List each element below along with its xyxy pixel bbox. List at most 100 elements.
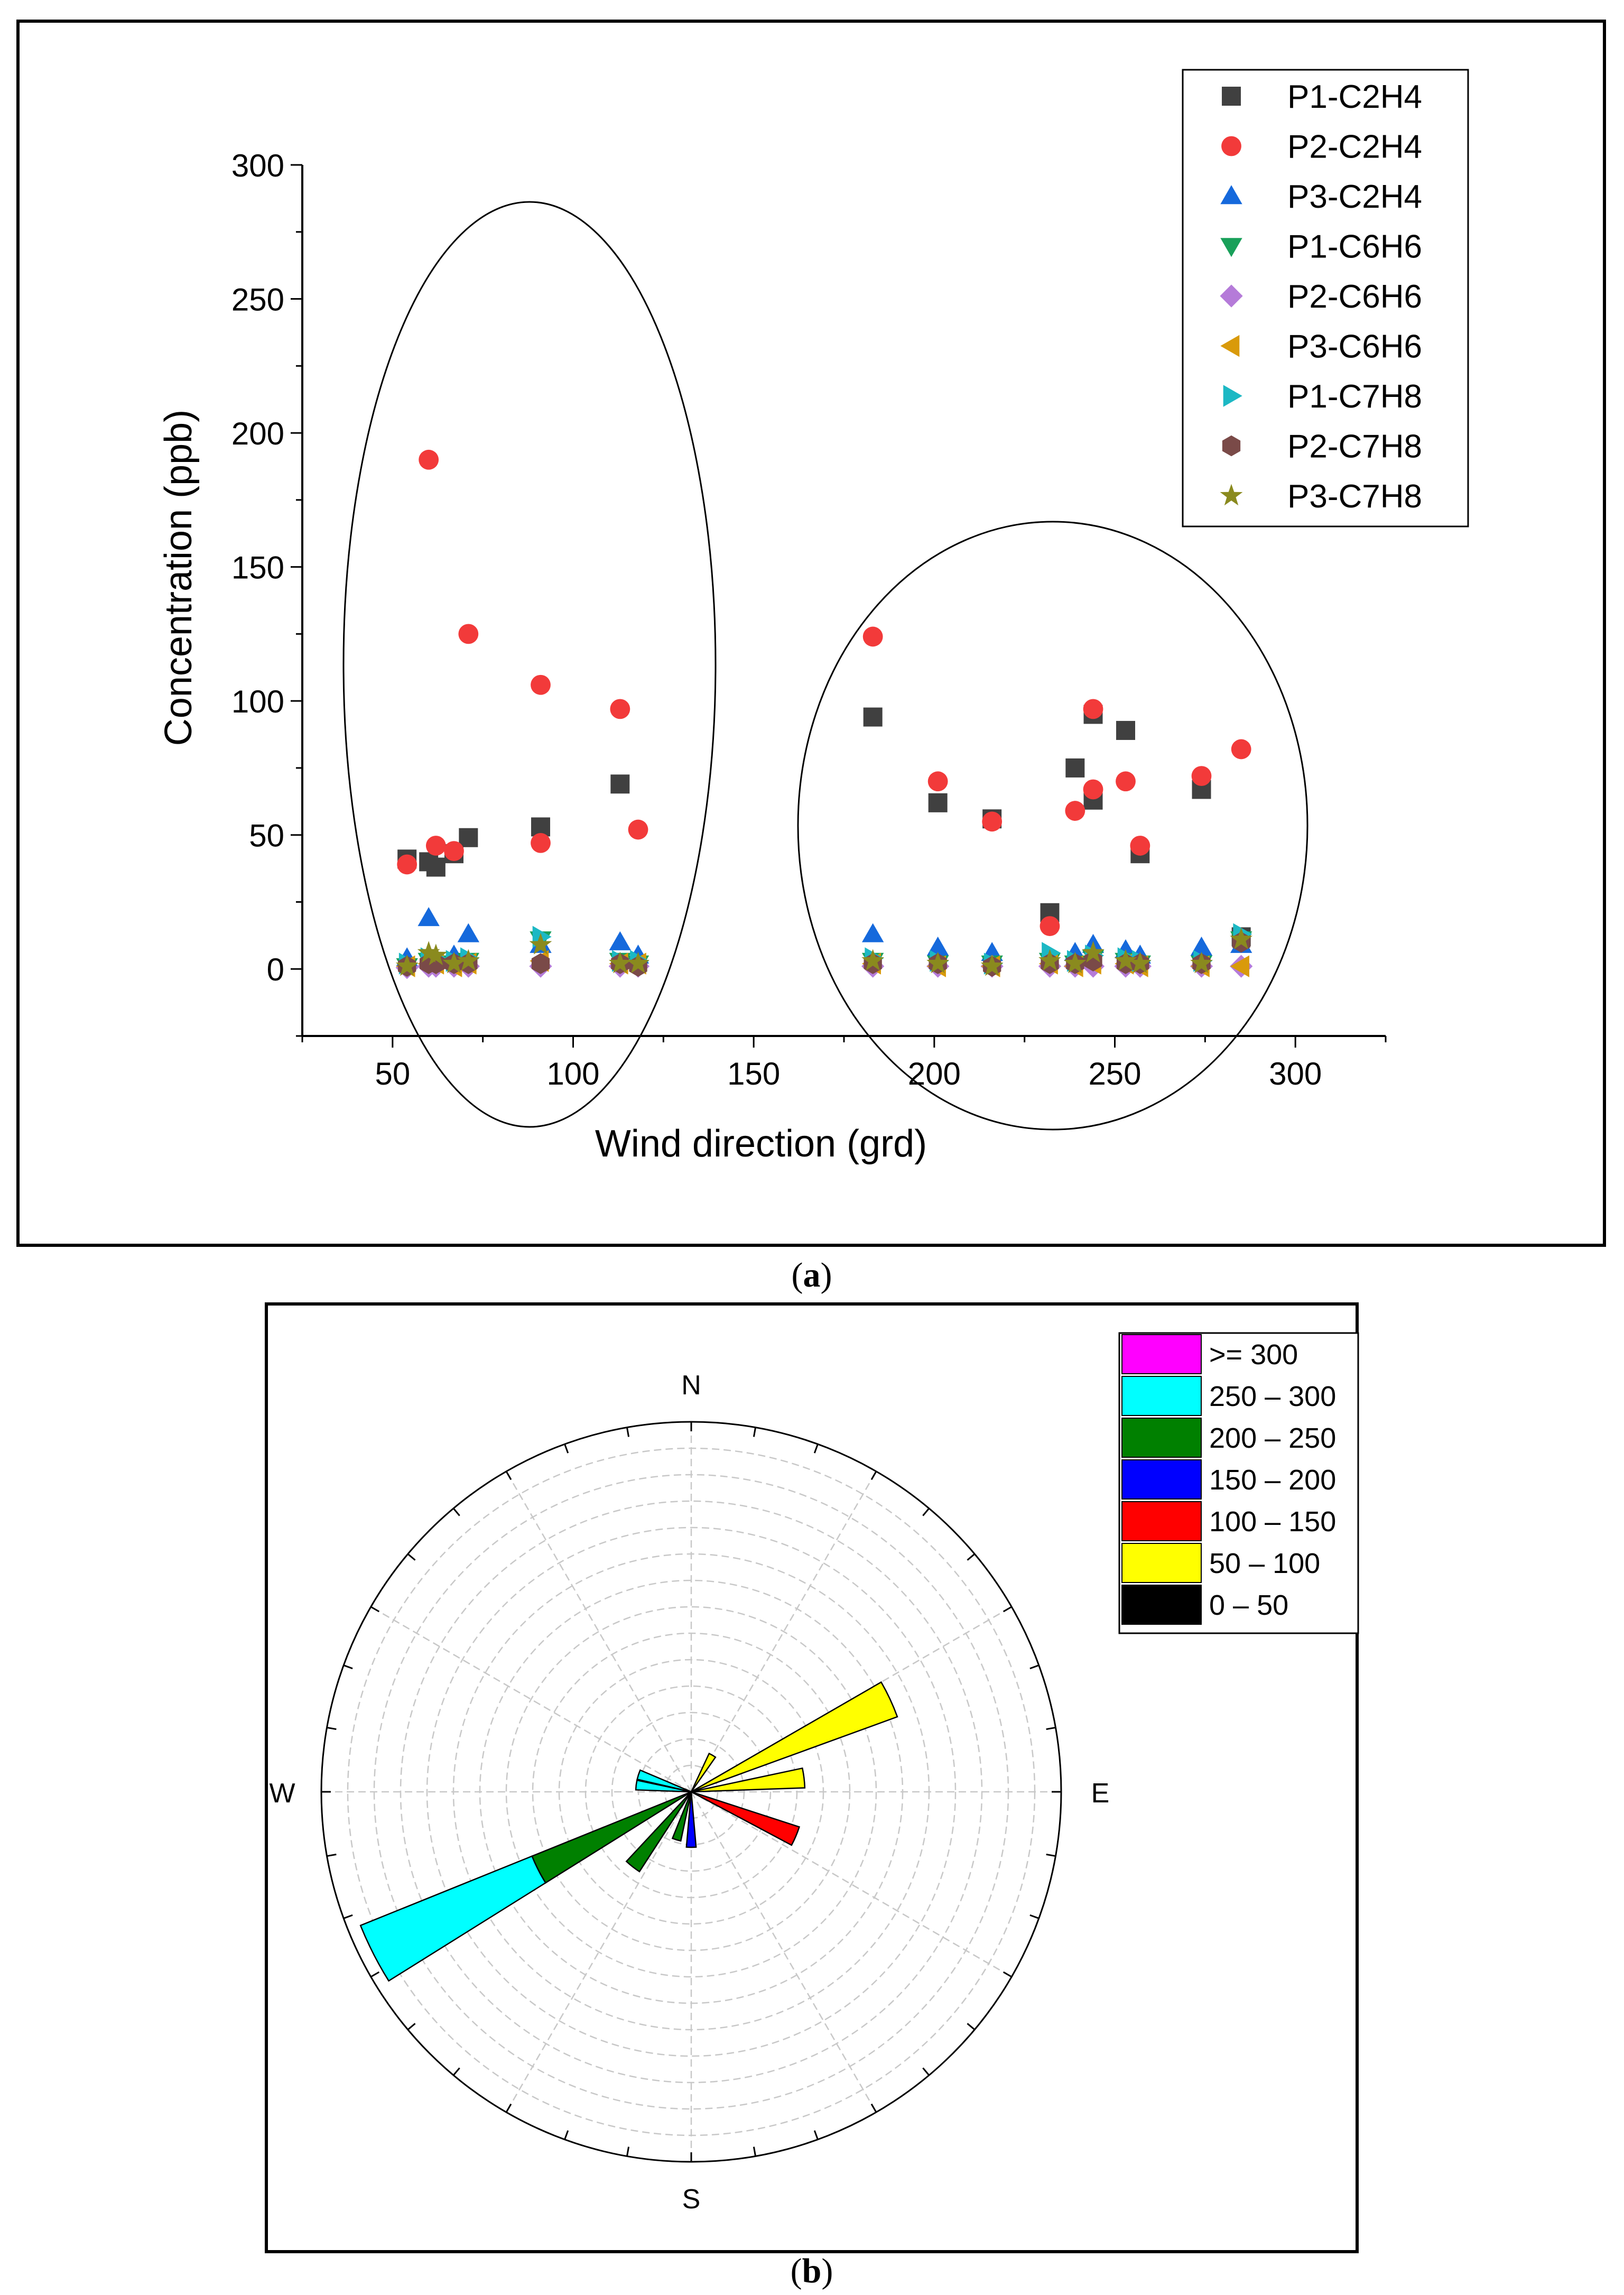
polar-tick [813, 2130, 819, 2140]
polar-grid-spoke [505, 1791, 692, 2113]
panel-a-tick-labels: 0 50 100 150 200 250 300 50 100 150 200 250 300 [231, 148, 1322, 1091]
polar-tick [626, 2146, 630, 2157]
wind-rose-wedge [671, 1791, 692, 1842]
legend-label: P1-C6H6 [1287, 229, 1422, 265]
data-point [424, 943, 448, 966]
y-tick-label: 300 [231, 148, 284, 183]
data-point [926, 951, 950, 974]
panel-a-xlabel: Wind direction (grd) [595, 1123, 927, 1165]
data-point [425, 836, 446, 856]
polar-tick [753, 1427, 757, 1437]
wind-rose-wedge [691, 1681, 898, 1793]
wind-rose-wedge [685, 1791, 697, 1848]
data-point [1128, 951, 1152, 974]
data-point [1065, 758, 1085, 778]
legend-swatch [1121, 1459, 1202, 1500]
cluster-ellipse-left [342, 201, 717, 1128]
polar-tick [626, 1427, 630, 1437]
y-tick-label: 250 [231, 282, 284, 318]
data-point [1230, 927, 1253, 949]
polar-grid-spoke [690, 1471, 877, 1792]
x-tick-label: 50 [375, 1056, 410, 1091]
data-point [861, 949, 885, 971]
data-point [928, 793, 948, 812]
y-tick-label: 150 [231, 550, 284, 586]
data-point [628, 819, 648, 840]
polar-tick [813, 1443, 819, 1454]
data-point [1116, 771, 1136, 792]
data-point [459, 828, 478, 847]
polar-tick [1046, 1726, 1056, 1730]
data-point [926, 936, 949, 956]
legend-label: P3-C7H8 [1287, 478, 1422, 515]
legend-swatch [1121, 1543, 1202, 1583]
direction-label: W [269, 1778, 295, 1809]
legend-label: 50 – 100 [1209, 1548, 1320, 1579]
data-point [1130, 836, 1150, 856]
legend-label: 200 – 250 [1209, 1422, 1336, 1454]
data-point [609, 931, 632, 950]
data-point [529, 933, 552, 955]
data-point [1083, 699, 1103, 719]
polar-tick [967, 2023, 976, 2031]
data-point [862, 626, 883, 647]
polar-tick [922, 2067, 930, 2076]
y-tick-label: 100 [231, 684, 284, 719]
data-point [980, 954, 1004, 976]
panel-a-legend: P1-C2H4 P2-C2H4 P3-C2H4 P1-C6H6 P2-C6H6 P3-C6… [1182, 69, 1469, 528]
polar-tick [1029, 1914, 1040, 1919]
legend-swatch [1121, 1585, 1202, 1625]
panel-a-ylabel: Concentration (ppb) [157, 410, 200, 746]
data-point [397, 854, 417, 875]
wind-rose-wedge [625, 1791, 692, 1873]
y-tick-label: 200 [231, 416, 284, 451]
legend-swatch [1121, 1418, 1202, 1458]
data-point [610, 774, 630, 794]
polar-tick [564, 1443, 569, 1454]
legend-swatch [1121, 1334, 1202, 1374]
polar-tick [1029, 1664, 1040, 1670]
data-point [927, 771, 948, 792]
data-point [458, 624, 479, 644]
y-tick-label: 0 [267, 952, 284, 987]
polar-tick [407, 1553, 416, 1561]
data-point [457, 949, 480, 971]
polar-tick [564, 2130, 569, 2140]
panel-b-frame [265, 1302, 1359, 2253]
legend-label: 250 – 300 [1209, 1381, 1336, 1412]
polar-tick [1003, 1971, 1012, 1978]
x-tick-label: 150 [727, 1056, 780, 1091]
polar-grid-ring [505, 1606, 877, 1978]
caption-b-letter: b [802, 2252, 822, 2290]
wind-rose-wedge [691, 1767, 806, 1793]
legend-label: P3-C2H4 [1287, 179, 1422, 215]
y-tick-label: 50 [249, 818, 284, 854]
data-point [1038, 949, 1061, 971]
legend-label: P1-C7H8 [1287, 378, 1422, 415]
series-p2-c2h4 [397, 449, 1251, 936]
data-point [531, 674, 551, 695]
legend-label: P2-C6H6 [1287, 279, 1422, 315]
direction-label: S [682, 2184, 701, 2215]
data-point [1230, 955, 1249, 977]
legend-marker [1220, 185, 1242, 205]
polar-tick [753, 2146, 757, 2157]
data-point [1190, 936, 1213, 956]
wind-rose-wedge [636, 1769, 692, 1793]
data-point [1082, 941, 1105, 963]
data-point [861, 923, 884, 942]
polar-grid-spoke [690, 1791, 877, 2113]
legend-label: 0 – 50 [1209, 1589, 1288, 1621]
direction-label: N [681, 1370, 701, 1401]
data-point [1190, 951, 1213, 974]
data-point [1231, 739, 1251, 760]
x-tick-label: 250 [1088, 1056, 1141, 1091]
legend-label: 150 – 200 [1209, 1464, 1336, 1496]
data-point [627, 951, 649, 974]
polar-tick [327, 1853, 337, 1857]
legend-marker [1220, 335, 1240, 357]
polar-grid-ring [611, 1711, 772, 1872]
x-tick-label: 200 [908, 1056, 961, 1091]
x-tick-label: 100 [546, 1056, 599, 1091]
